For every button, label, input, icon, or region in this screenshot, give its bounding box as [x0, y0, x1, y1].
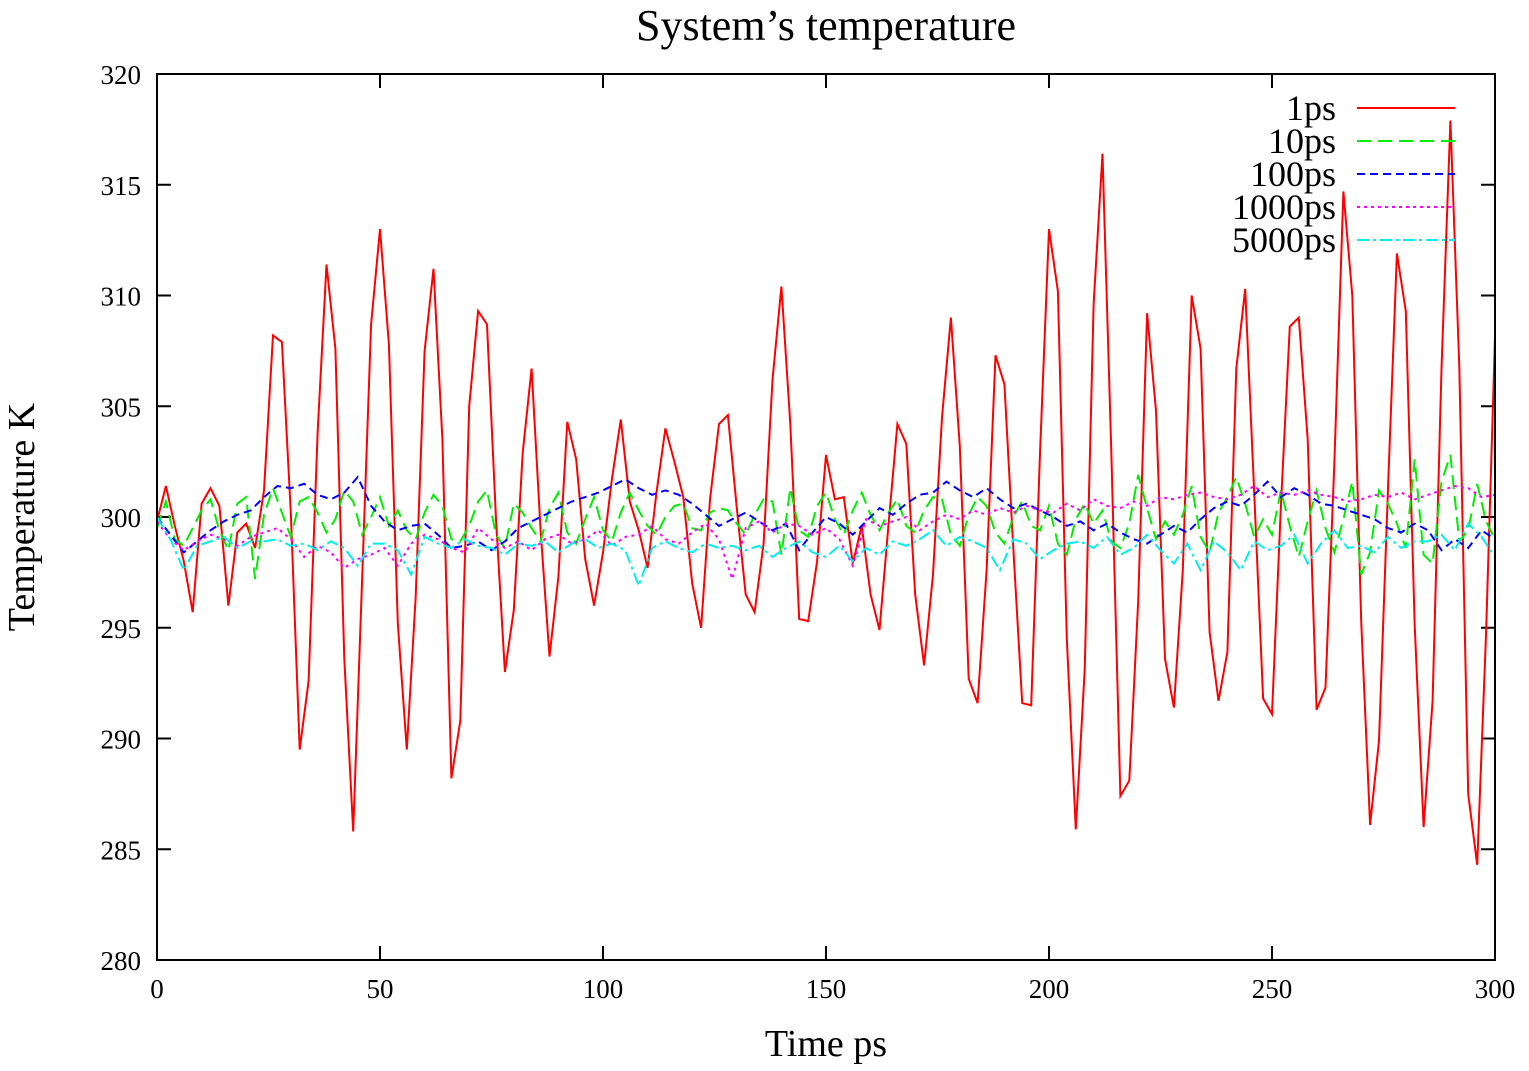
x-tick-label: 200: [1029, 974, 1070, 1004]
x-tick-label: 50: [367, 974, 394, 1004]
y-tick-label: 305: [101, 392, 142, 422]
legend-label-5000ps: 5000ps: [1232, 220, 1336, 260]
legend-label-10ps: 10ps: [1268, 121, 1336, 161]
x-tick-label: 250: [1252, 974, 1293, 1004]
legend-label-1000ps: 1000ps: [1232, 187, 1336, 227]
plot-frame: [156, 73, 1496, 961]
series-line-10ps: [156, 454, 1496, 580]
axis-tick-labels: 0 50 100 150 200 250 300 280 285 290 295 300 305 310 3…: [101, 60, 1516, 1004]
y-tick-label: 280: [101, 946, 142, 976]
x-tick-label: 300: [1475, 974, 1516, 1004]
series-line-100ps: [156, 475, 1496, 554]
y-tick-label: 295: [101, 614, 142, 644]
y-tick-label: 285: [101, 835, 142, 865]
y-tick-label: 320: [101, 60, 142, 90]
x-axis-label: Time ps: [765, 1023, 887, 1065]
y-tick-label: 310: [101, 282, 142, 312]
y-axis-label: Temperature K: [1, 402, 43, 631]
y-tick-label: 315: [101, 171, 142, 201]
legend-label-1ps: 1ps: [1286, 88, 1336, 128]
series-line-1ps: [156, 120, 1496, 865]
chart-title: System’s temperature: [636, 1, 1016, 50]
x-tick-label: 0: [150, 974, 164, 1004]
y-tick-label: 300: [101, 503, 142, 533]
plot-series: [156, 120, 1496, 865]
legend-label-100ps: 100ps: [1250, 154, 1336, 194]
series-line-5000ps: [156, 516, 1496, 589]
y-tick-label: 290: [101, 725, 142, 755]
x-tick-label: 150: [806, 974, 847, 1004]
x-tick-label: 100: [583, 974, 624, 1004]
